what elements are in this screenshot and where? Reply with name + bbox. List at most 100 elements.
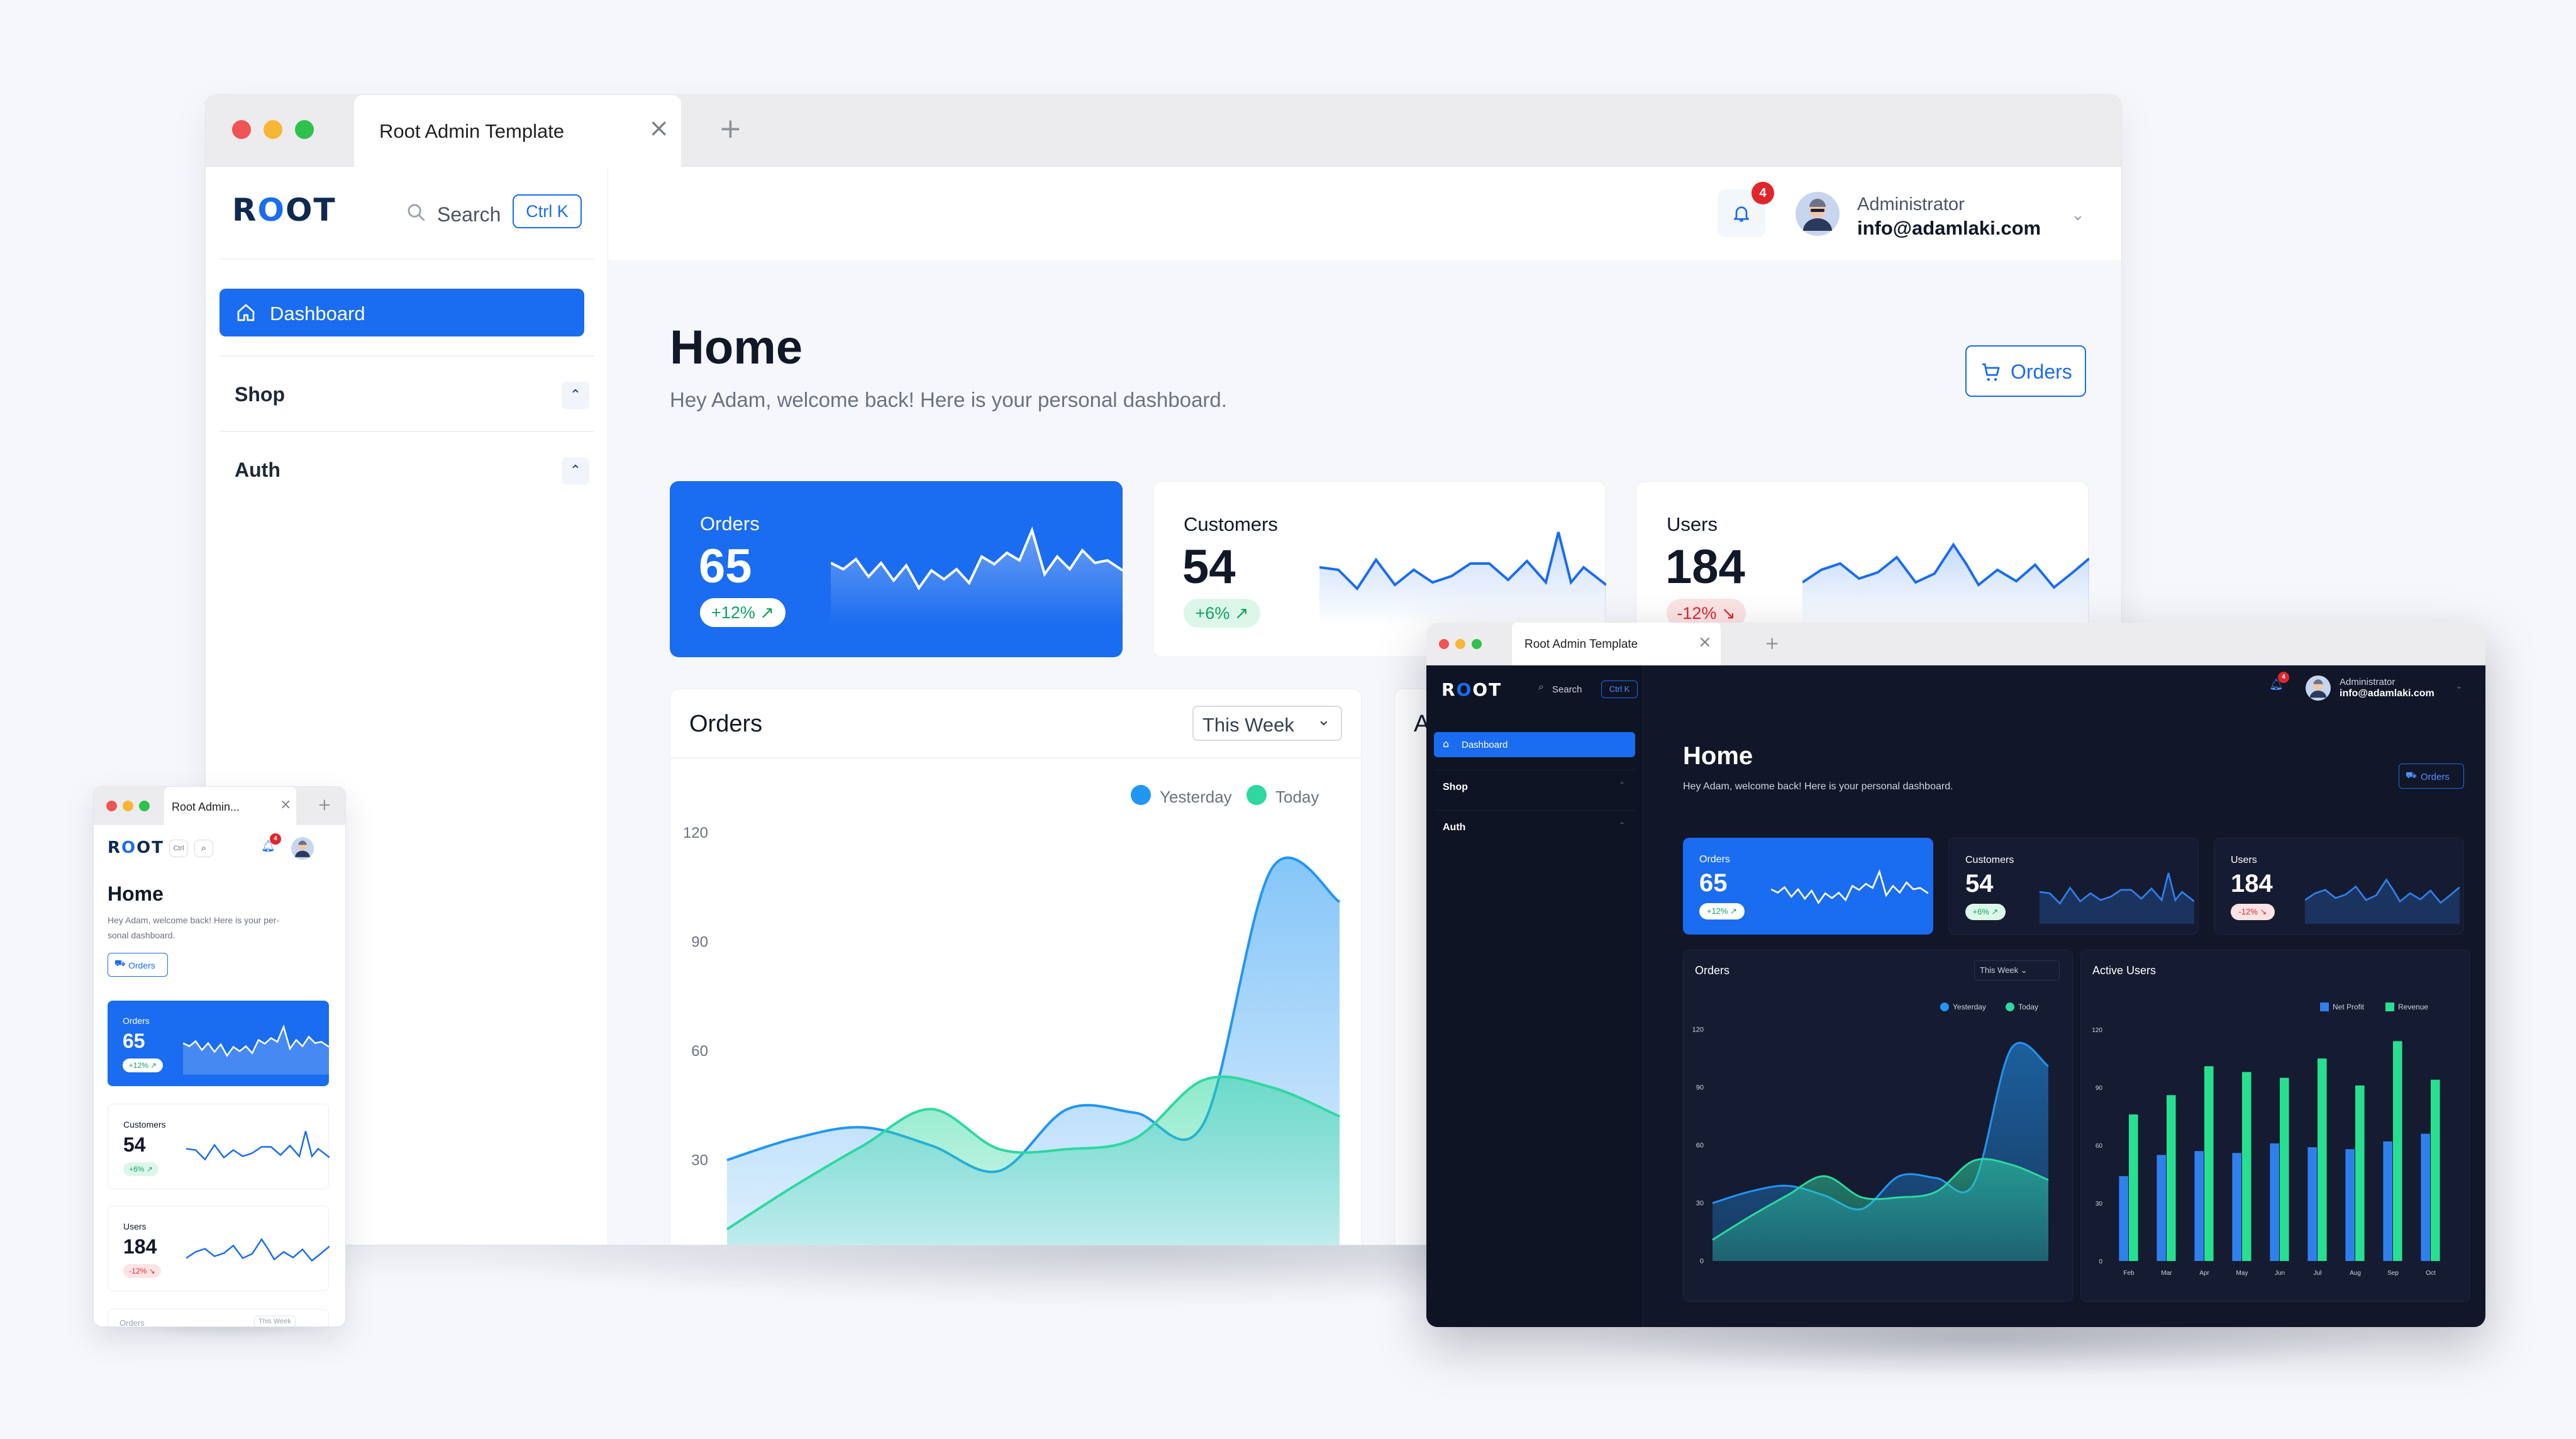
page-subtitle: Hey Adam, welcome back! Here is your per… [1683, 781, 1953, 792]
stat-label: Customers [1184, 513, 1278, 535]
active-users-bar-chart: 0 30 60 90 120 Feb Mar Apr May Jun Jul Aug Sep Oct [2092, 1027, 2440, 1277]
user-menu[interactable]: Administrator info@adamlaki.com ⌄ [1796, 186, 2110, 242]
maximize-window-button[interactable] [295, 120, 314, 139]
stat-card-users: Users 184 -12% ↘ [2214, 838, 2464, 935]
chevron-icon: ⌃ [1619, 781, 1626, 789]
avatar[interactable] [291, 837, 314, 860]
new-tab-icon[interactable]: + [1765, 633, 1780, 653]
y-tick-label: 90 [2096, 1085, 2103, 1092]
y-tick-label: 60 [1696, 1142, 1704, 1150]
sidebar-item-auth[interactable]: Auth ⌃ [219, 438, 594, 501]
bar-revenue [2167, 1095, 2176, 1261]
bar-revenue [2318, 1058, 2327, 1261]
y-tick-label: 90 [1696, 1084, 1704, 1092]
notification-badge: 4 [1752, 182, 1774, 204]
page-subtitle: sonal dashboard. [108, 930, 175, 940]
sidebar-item-label: Auth [235, 458, 280, 481]
stat-value: 54 [1182, 540, 1236, 594]
sidebar-item-shop[interactable]: Shop ⌃ [1434, 770, 1635, 801]
series-line-today [1712, 1158, 2049, 1241]
x-tick-label: Jul [2314, 1270, 2322, 1277]
maximize-window-button[interactable] [139, 801, 150, 811]
mobile-browser-window: Root Admin... × + ROOT Ctrl ⌕ 🔔︎ 4 Home … [93, 786, 346, 1327]
chevron-down-icon[interactable]: ⌄ [2455, 681, 2463, 691]
divider [219, 355, 594, 357]
notification-badge: 4 [270, 833, 281, 845]
area-today [1713, 1158, 2048, 1261]
y-tick-label: 0 [1700, 1258, 1704, 1265]
user-email: info@adamlaki.com [1857, 217, 2041, 239]
tab-title: Root Admin Template [379, 120, 565, 142]
new-tab-icon[interactable]: + [318, 796, 331, 814]
search-shortcut[interactable]: Ctrl [169, 840, 188, 857]
search-icon: ⌕ [1538, 682, 1544, 692]
stat-card-orders: Orders 65 +12% ↗ [1683, 838, 1933, 935]
chart-legend: Yesterday Today [1131, 782, 1357, 808]
new-tab-icon[interactable]: + [719, 113, 742, 145]
period-select[interactable]: This Week ⌄ [1974, 960, 2060, 981]
chevron-icon: ⌃ [1619, 821, 1626, 830]
browser-tab[interactable]: Root Admin... × [164, 787, 296, 825]
browser-tab[interactable]: Root Admin Template × [1512, 623, 1721, 665]
maximize-window-button[interactable] [1472, 639, 1482, 649]
sidebar-item-auth[interactable]: Auth ⌃ [1434, 810, 1635, 842]
chart-title: Orders [689, 711, 763, 737]
sparkline-users [186, 1238, 330, 1262]
minimize-window-button[interactable] [123, 801, 133, 811]
chevron-up-icon[interactable]: ⌃ [562, 382, 589, 409]
browser-titlebar: Root Admin Template × + [1426, 623, 2485, 665]
chevron-down-icon: ⌄ [2071, 206, 2085, 225]
minimize-window-button[interactable] [1455, 639, 1465, 649]
sidebar: ROOT ⌕ Search Ctrl K ⌂ Dashboard Shop ⌃ … [1426, 665, 1643, 1327]
search-button[interactable]: ⌕ Search Ctrl K [1538, 681, 1639, 699]
orders-chart-card: Orders This Week ⌄ Yesterday Today 03060… [670, 689, 1362, 1245]
stat-card-users: Users 184 -12% ↘ [108, 1206, 330, 1291]
top-header: 4 Administrator info@adamlaki.com ⌄ [608, 167, 2121, 260]
chevron-down-icon: ⌄ [1317, 711, 1331, 730]
minimize-window-button[interactable] [264, 120, 282, 139]
notifications-button[interactable]: 4 [1718, 182, 1774, 237]
tab-title: Root Admin Template [1524, 638, 1638, 651]
sparkline-customers [2040, 872, 2194, 924]
close-window-button[interactable] [106, 801, 117, 811]
chevron-up-icon[interactable]: ⌃ [562, 457, 589, 485]
tab-close-icon[interactable]: × [648, 114, 670, 143]
chart-legend: Net Profit Revenue [2320, 1001, 2465, 1013]
legend-label: Today [1275, 787, 1319, 806]
sparkline-customers [1319, 531, 1606, 626]
sidebar-item-label: Shop [235, 383, 285, 406]
stat-label: Users [1667, 513, 1718, 535]
orders-button[interactable]: ⛟ Orders [108, 953, 168, 977]
divider [219, 258, 594, 260]
divider [219, 431, 594, 432]
root-logo: ROOT [232, 192, 336, 228]
browser-tab[interactable]: Root Admin Template × [354, 95, 681, 167]
bar-net-profit [2194, 1151, 2204, 1261]
x-tick-label: Aug [2350, 1270, 2361, 1277]
root-logo: ROOT [1441, 679, 1502, 700]
series-line-yesterday [726, 856, 1341, 1174]
sidebar-item-dashboard[interactable]: ⌂ Dashboard [1434, 732, 1635, 757]
close-window-button[interactable] [232, 120, 251, 139]
tab-close-icon[interactable]: × [280, 797, 292, 813]
sidebar-item-shop[interactable]: Shop ⌃ [219, 363, 594, 426]
bar-revenue [2129, 1114, 2138, 1261]
period-select[interactable]: This Week ⌄ [1192, 706, 1342, 741]
cart-icon: ⛟ [114, 958, 126, 969]
orders-button[interactable]: ⛟ Orders [2399, 764, 2464, 789]
legend-dot-today [1246, 785, 1267, 805]
search-button[interactable]: Search Ctrl K [406, 194, 594, 230]
search-icon[interactable]: ⌕ [194, 840, 213, 857]
x-tick-label: Jun [2275, 1270, 2285, 1277]
page-subtitle: Hey Adam, welcome back! Here is your per… [108, 915, 280, 925]
orders-button[interactable]: Orders [1965, 345, 2086, 397]
close-window-button[interactable] [1439, 639, 1449, 649]
search-shortcut: Ctrl K [513, 194, 582, 228]
stat-value: 65 [699, 540, 752, 593]
sidebar-item-dashboard[interactable]: Dashboard [219, 289, 584, 336]
tab-close-icon[interactable]: × [1698, 633, 1712, 652]
y-tick-label: 90 [691, 934, 708, 951]
avatar[interactable] [2306, 675, 2331, 701]
bar-revenue [2431, 1079, 2440, 1261]
